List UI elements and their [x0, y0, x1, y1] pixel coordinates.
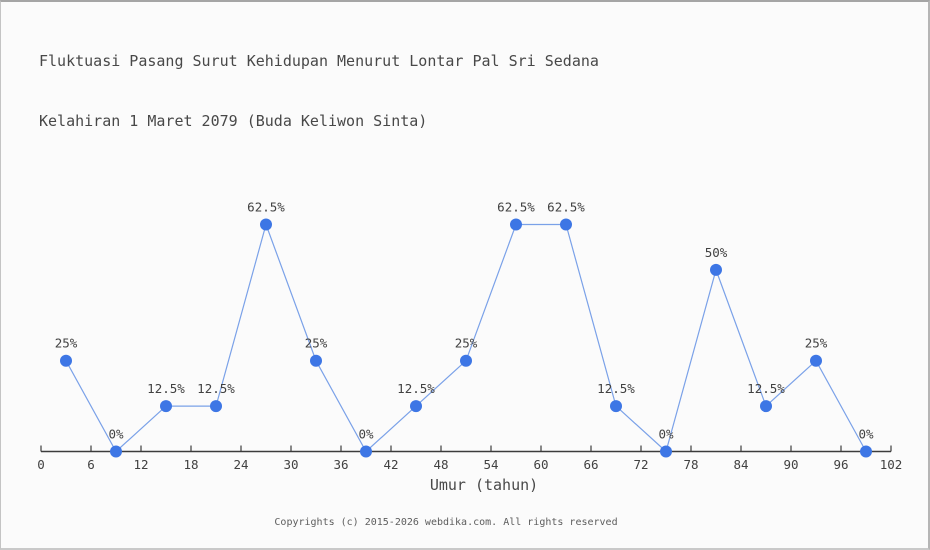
x-axis-tick-label: 78 — [683, 457, 698, 472]
x-axis-tick-label: 66 — [583, 457, 598, 472]
x-axis-tick-label: 12 — [133, 457, 148, 472]
data-point — [60, 354, 72, 367]
data-point — [460, 354, 472, 367]
x-axis-tick-label: 72 — [633, 457, 648, 472]
data-point-label: 0% — [108, 427, 124, 442]
data-point-label: 0% — [358, 427, 374, 442]
x-axis-tick-label: 42 — [383, 457, 398, 472]
data-point-label: 12.5% — [197, 381, 235, 396]
data-point-label: 12.5% — [747, 381, 785, 396]
data-point — [560, 218, 572, 231]
data-point-label: 50% — [705, 245, 728, 260]
data-point — [510, 218, 522, 231]
data-point-label: 12.5% — [597, 381, 635, 396]
data-point-label: 25% — [805, 336, 828, 351]
data-point — [360, 445, 372, 458]
data-point-label: 62.5% — [497, 200, 535, 215]
x-axis-tick-label: 102 — [880, 457, 903, 472]
data-point — [160, 400, 172, 413]
data-point-label: 0% — [858, 427, 874, 442]
x-axis-tick-label: 54 — [483, 457, 498, 472]
data-point-label: 25% — [455, 336, 478, 351]
x-axis-tick-label: 96 — [833, 457, 848, 472]
data-point — [860, 445, 872, 458]
data-point — [410, 400, 422, 413]
chart-title-line-1: Fluktuasi Pasang Surut Kehidupan Menurut… — [39, 52, 599, 70]
x-axis-tick-label: 36 — [333, 457, 348, 472]
x-axis-label: Umur (tahun) — [429, 476, 539, 494]
x-axis-tick-label: 90 — [783, 457, 798, 472]
data-point — [110, 445, 122, 458]
data-point — [260, 218, 272, 231]
data-point — [760, 400, 772, 413]
chart-title: Fluktuasi Pasang Surut Kehidupan Menurut… — [39, 11, 599, 171]
x-axis-tick-label: 84 — [733, 457, 748, 472]
data-point — [310, 354, 322, 367]
data-point — [810, 354, 822, 367]
x-axis-tick-label: 18 — [183, 457, 198, 472]
data-point-label: 25% — [55, 336, 78, 351]
data-point — [660, 445, 672, 458]
x-axis-tick-label: 24 — [233, 457, 248, 472]
data-point — [610, 400, 622, 413]
x-axis-tick-label: 60 — [533, 457, 548, 472]
data-point-label: 0% — [658, 427, 674, 442]
data-point-label: 62.5% — [247, 200, 285, 215]
copyright-text: Copyrights (c) 2015-2026 webdika.com. Al… — [274, 517, 618, 528]
data-point — [210, 400, 222, 413]
data-point-label: 62.5% — [547, 200, 585, 215]
chart-title-line-2: Kelahiran 1 Maret 2079 (Buda Keliwon Sin… — [39, 112, 428, 130]
data-point-label: 12.5% — [147, 381, 185, 396]
data-point-label: 25% — [305, 336, 328, 351]
x-axis-tick-label: 30 — [283, 457, 298, 472]
data-point-label: 12.5% — [397, 381, 435, 396]
x-axis-tick-label: 6 — [87, 457, 95, 472]
x-axis-tick-label: 0 — [37, 457, 45, 472]
x-axis-tick-label: 48 — [433, 457, 448, 472]
data-point — [710, 263, 722, 276]
